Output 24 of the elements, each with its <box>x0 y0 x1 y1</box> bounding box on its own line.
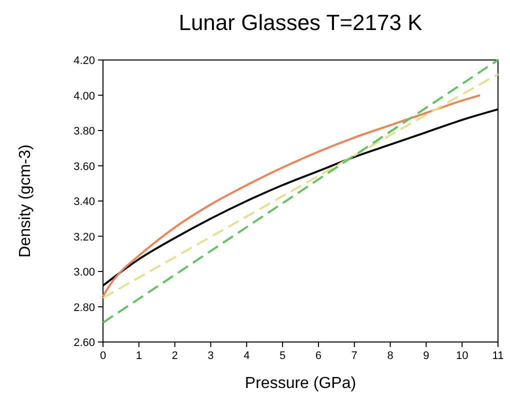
x-tick-label: 0 <box>100 350 106 362</box>
x-tick-label: 6 <box>315 350 322 362</box>
x-tick-label: 4 <box>244 350 250 362</box>
y-tick-label: 2.60 <box>74 337 95 349</box>
x-tick-label: 11 <box>492 350 504 362</box>
y-axis-title: Density (gcm-3) <box>17 144 34 258</box>
x-tick-label: 10 <box>456 350 468 362</box>
y-tick-label: 2.80 <box>74 302 95 314</box>
y-tick-label: 4.00 <box>74 90 95 102</box>
y-tick-label: 3.60 <box>74 160 95 173</box>
chart-title: Lunar Glasses T=2173 K <box>178 10 423 35</box>
x-axis-title: Pressure (GPa) <box>244 375 356 392</box>
x-tick-label: 2 <box>172 350 178 362</box>
x-tick-label: 5 <box>279 350 286 362</box>
x-tick-label: 3 <box>208 350 214 362</box>
x-tick-label: 8 <box>387 350 394 362</box>
y-tick-label: 4.20 <box>74 55 95 67</box>
y-tick-label: 3.20 <box>74 231 95 244</box>
y-tick-label: 3.00 <box>74 266 95 278</box>
x-tick-label: 9 <box>423 350 430 362</box>
x-tick-label: 1 <box>136 350 142 362</box>
y-tick-label: 3.80 <box>74 126 95 138</box>
x-tick-label: 7 <box>351 350 358 362</box>
y-tick-label: 3.40 <box>74 196 95 208</box>
